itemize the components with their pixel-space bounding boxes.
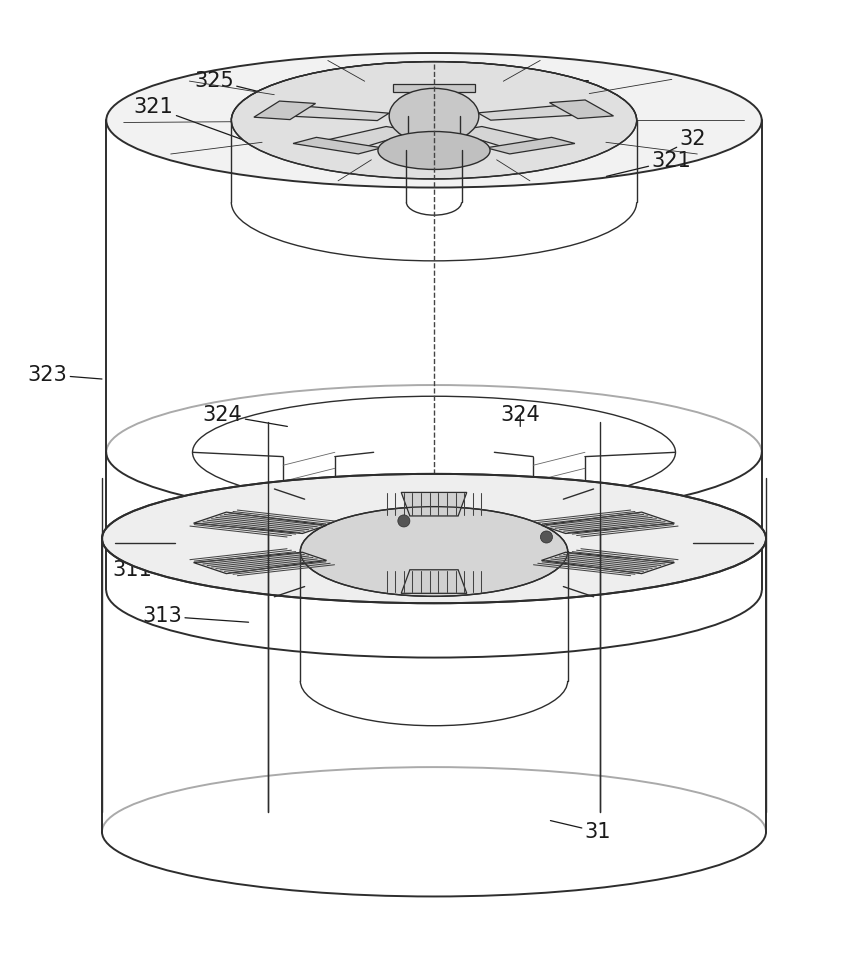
Text: 322: 322 bbox=[410, 63, 450, 98]
Ellipse shape bbox=[389, 89, 479, 144]
Text: 313: 313 bbox=[142, 606, 248, 626]
Polygon shape bbox=[452, 126, 548, 148]
Polygon shape bbox=[194, 512, 326, 534]
Text: 323: 323 bbox=[28, 365, 102, 385]
Polygon shape bbox=[320, 126, 416, 148]
Polygon shape bbox=[408, 90, 460, 109]
Polygon shape bbox=[542, 552, 674, 573]
Text: 31: 31 bbox=[550, 820, 611, 841]
Polygon shape bbox=[253, 101, 316, 120]
Polygon shape bbox=[401, 492, 467, 516]
Polygon shape bbox=[293, 137, 382, 154]
Text: 324: 324 bbox=[500, 405, 540, 427]
Text: 313: 313 bbox=[542, 535, 592, 558]
Circle shape bbox=[541, 531, 553, 543]
Text: 321: 321 bbox=[134, 97, 248, 142]
Polygon shape bbox=[549, 100, 614, 119]
Ellipse shape bbox=[102, 474, 766, 603]
Circle shape bbox=[398, 515, 410, 527]
Polygon shape bbox=[401, 569, 467, 593]
Polygon shape bbox=[542, 512, 674, 534]
Text: 325: 325 bbox=[520, 80, 592, 105]
Ellipse shape bbox=[106, 53, 762, 187]
Text: 324: 324 bbox=[203, 405, 287, 427]
Text: 321: 321 bbox=[607, 151, 691, 177]
Polygon shape bbox=[477, 105, 585, 121]
Text: 311: 311 bbox=[112, 561, 214, 581]
Polygon shape bbox=[392, 84, 476, 92]
Text: 32: 32 bbox=[667, 129, 706, 152]
Polygon shape bbox=[194, 552, 326, 573]
Text: 312: 312 bbox=[142, 538, 257, 557]
Polygon shape bbox=[486, 137, 575, 154]
Ellipse shape bbox=[232, 62, 636, 179]
Text: 325: 325 bbox=[194, 70, 287, 98]
Polygon shape bbox=[282, 106, 389, 121]
Ellipse shape bbox=[300, 507, 568, 596]
Ellipse shape bbox=[378, 131, 490, 170]
